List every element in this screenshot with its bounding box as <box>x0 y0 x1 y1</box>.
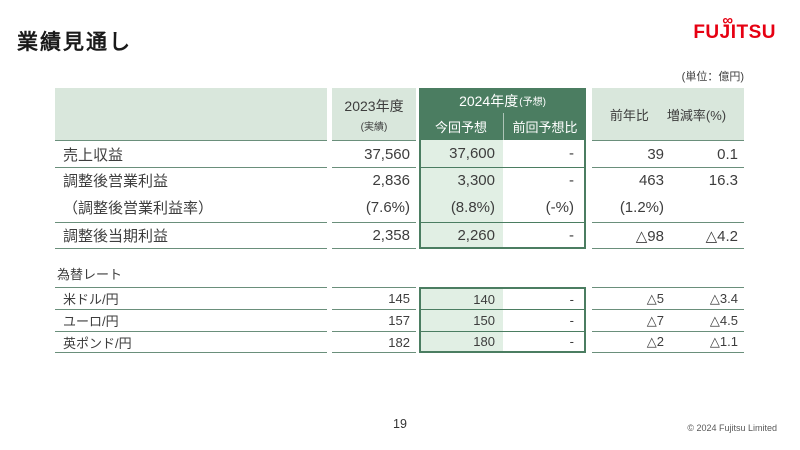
fx-table: 米ドル/円 145 140 - △5 △3.4 ユーロ/円 157 150 - … <box>55 287 744 353</box>
header-fy2024-title: 2024年度 (予想) <box>419 88 586 113</box>
row-revenue-yoy: 39 <box>592 140 668 167</box>
row-net-profit-label: 調整後当期利益 <box>55 222 327 249</box>
row-op-margin-label: （調整後営業利益率） <box>63 200 214 217</box>
row-op-margin-pct <box>668 193 744 222</box>
row-revenue-label: 売上収益 <box>55 140 327 167</box>
fx-usd-pct: △3.4 <box>668 287 744 309</box>
page-title: 業績見通し <box>17 31 132 54</box>
header-row-label-cell <box>55 88 327 140</box>
header-fy2024-year: 2024年度 <box>459 92 519 109</box>
header-fy2024-block: 2024年度 (予想) 今回予想 前回予想比 <box>419 88 586 140</box>
fx-gbp-fy2023: 182 <box>332 331 416 353</box>
fx-eur-yoy: △7 <box>592 309 668 331</box>
row-op-margin-fy2023: (7.6%) <box>365 199 410 216</box>
header-fy2023: 2023年度 (実績) <box>332 88 416 140</box>
fx-eur-pct: △4.5 <box>668 309 744 331</box>
header-vs-prev-forecast: 前回予想比 <box>503 113 586 140</box>
fujitsu-logo-text: FUJITSU <box>693 22 776 43</box>
header-yoy-group: 前年比 増減率(%) <box>592 88 744 140</box>
row-net-profit-current: 2,260 <box>419 222 503 249</box>
fx-usd-current: 140 <box>419 287 503 309</box>
fx-gbp-current: 180 <box>419 331 503 353</box>
fx-eur-fy2023: 157 <box>332 309 416 331</box>
row-op-profit-fy2023: 2,836 <box>332 167 416 193</box>
fujitsu-logo: FUJITSU ∞ <box>693 12 776 44</box>
header-change-pct: 増減率(%) <box>666 107 727 123</box>
header-yoy: 前年比 <box>609 107 649 123</box>
fx-section-label: 為替レート <box>57 267 123 282</box>
row-net-profit-vs-prev: - <box>503 222 586 249</box>
row-op-margin-yoy: (1.2%) <box>619 199 664 216</box>
row-op-profit-vs-prev: - <box>503 167 586 193</box>
row-op-profit-yoy: 463 <box>592 167 668 193</box>
row-revenue-vs-prev: - <box>503 140 586 167</box>
infinity-icon: ∞ <box>722 12 734 29</box>
forecast-table: 2023年度 (実績) 2024年度 (予想) 今回予想 前回予想比 前年比 増… <box>55 88 744 249</box>
row-op-margin-current: (8.8%) <box>419 193 503 222</box>
row-op-profit-label: 調整後営業利益 <box>55 167 327 193</box>
page-number: 19 <box>393 417 407 431</box>
fx-usd-fy2023: 145 <box>332 287 416 309</box>
row-revenue-fy2023: 37,560 <box>332 140 416 167</box>
fx-eur-label: ユーロ/円 <box>55 309 327 331</box>
row-op-profit-pct: 16.3 <box>668 167 744 193</box>
fx-eur-current: 150 <box>419 309 503 331</box>
fx-usd-vs-prev: - <box>503 287 586 309</box>
row-op-profit-current: 3,300 <box>419 167 503 193</box>
header-fy2024-suffix: (予想) <box>519 97 546 108</box>
fx-usd-yoy: △5 <box>592 287 668 309</box>
row-revenue-pct: 0.1 <box>668 140 744 167</box>
fx-eur-vs-prev: - <box>503 309 586 331</box>
fx-gbp-vs-prev: - <box>503 331 586 353</box>
row-net-profit-fy2023: 2,358 <box>332 222 416 249</box>
fx-gbp-pct: △1.1 <box>668 331 744 353</box>
unit-note: (単位：億円) <box>681 71 744 83</box>
row-net-profit-yoy: △98 <box>592 222 668 249</box>
header-fy2023-title: 2023年度 <box>344 97 404 114</box>
row-revenue-current: 37,600 <box>419 140 503 167</box>
header-current-forecast: 今回予想 <box>434 120 487 135</box>
copyright: © 2024 Fujitsu Limited <box>687 423 777 433</box>
row-op-margin-vs-prev: (-%) <box>503 193 586 222</box>
fx-gbp-label: 英ポンド/円 <box>55 331 327 353</box>
fx-usd-label: 米ドル/円 <box>55 287 327 309</box>
fx-gbp-yoy: △2 <box>592 331 668 353</box>
row-net-profit-pct: △4.2 <box>668 222 744 249</box>
header-fy2024-subheaders: 今回予想 前回予想比 <box>419 113 586 140</box>
header-fy2023-subtitle: (実績) <box>360 121 388 133</box>
